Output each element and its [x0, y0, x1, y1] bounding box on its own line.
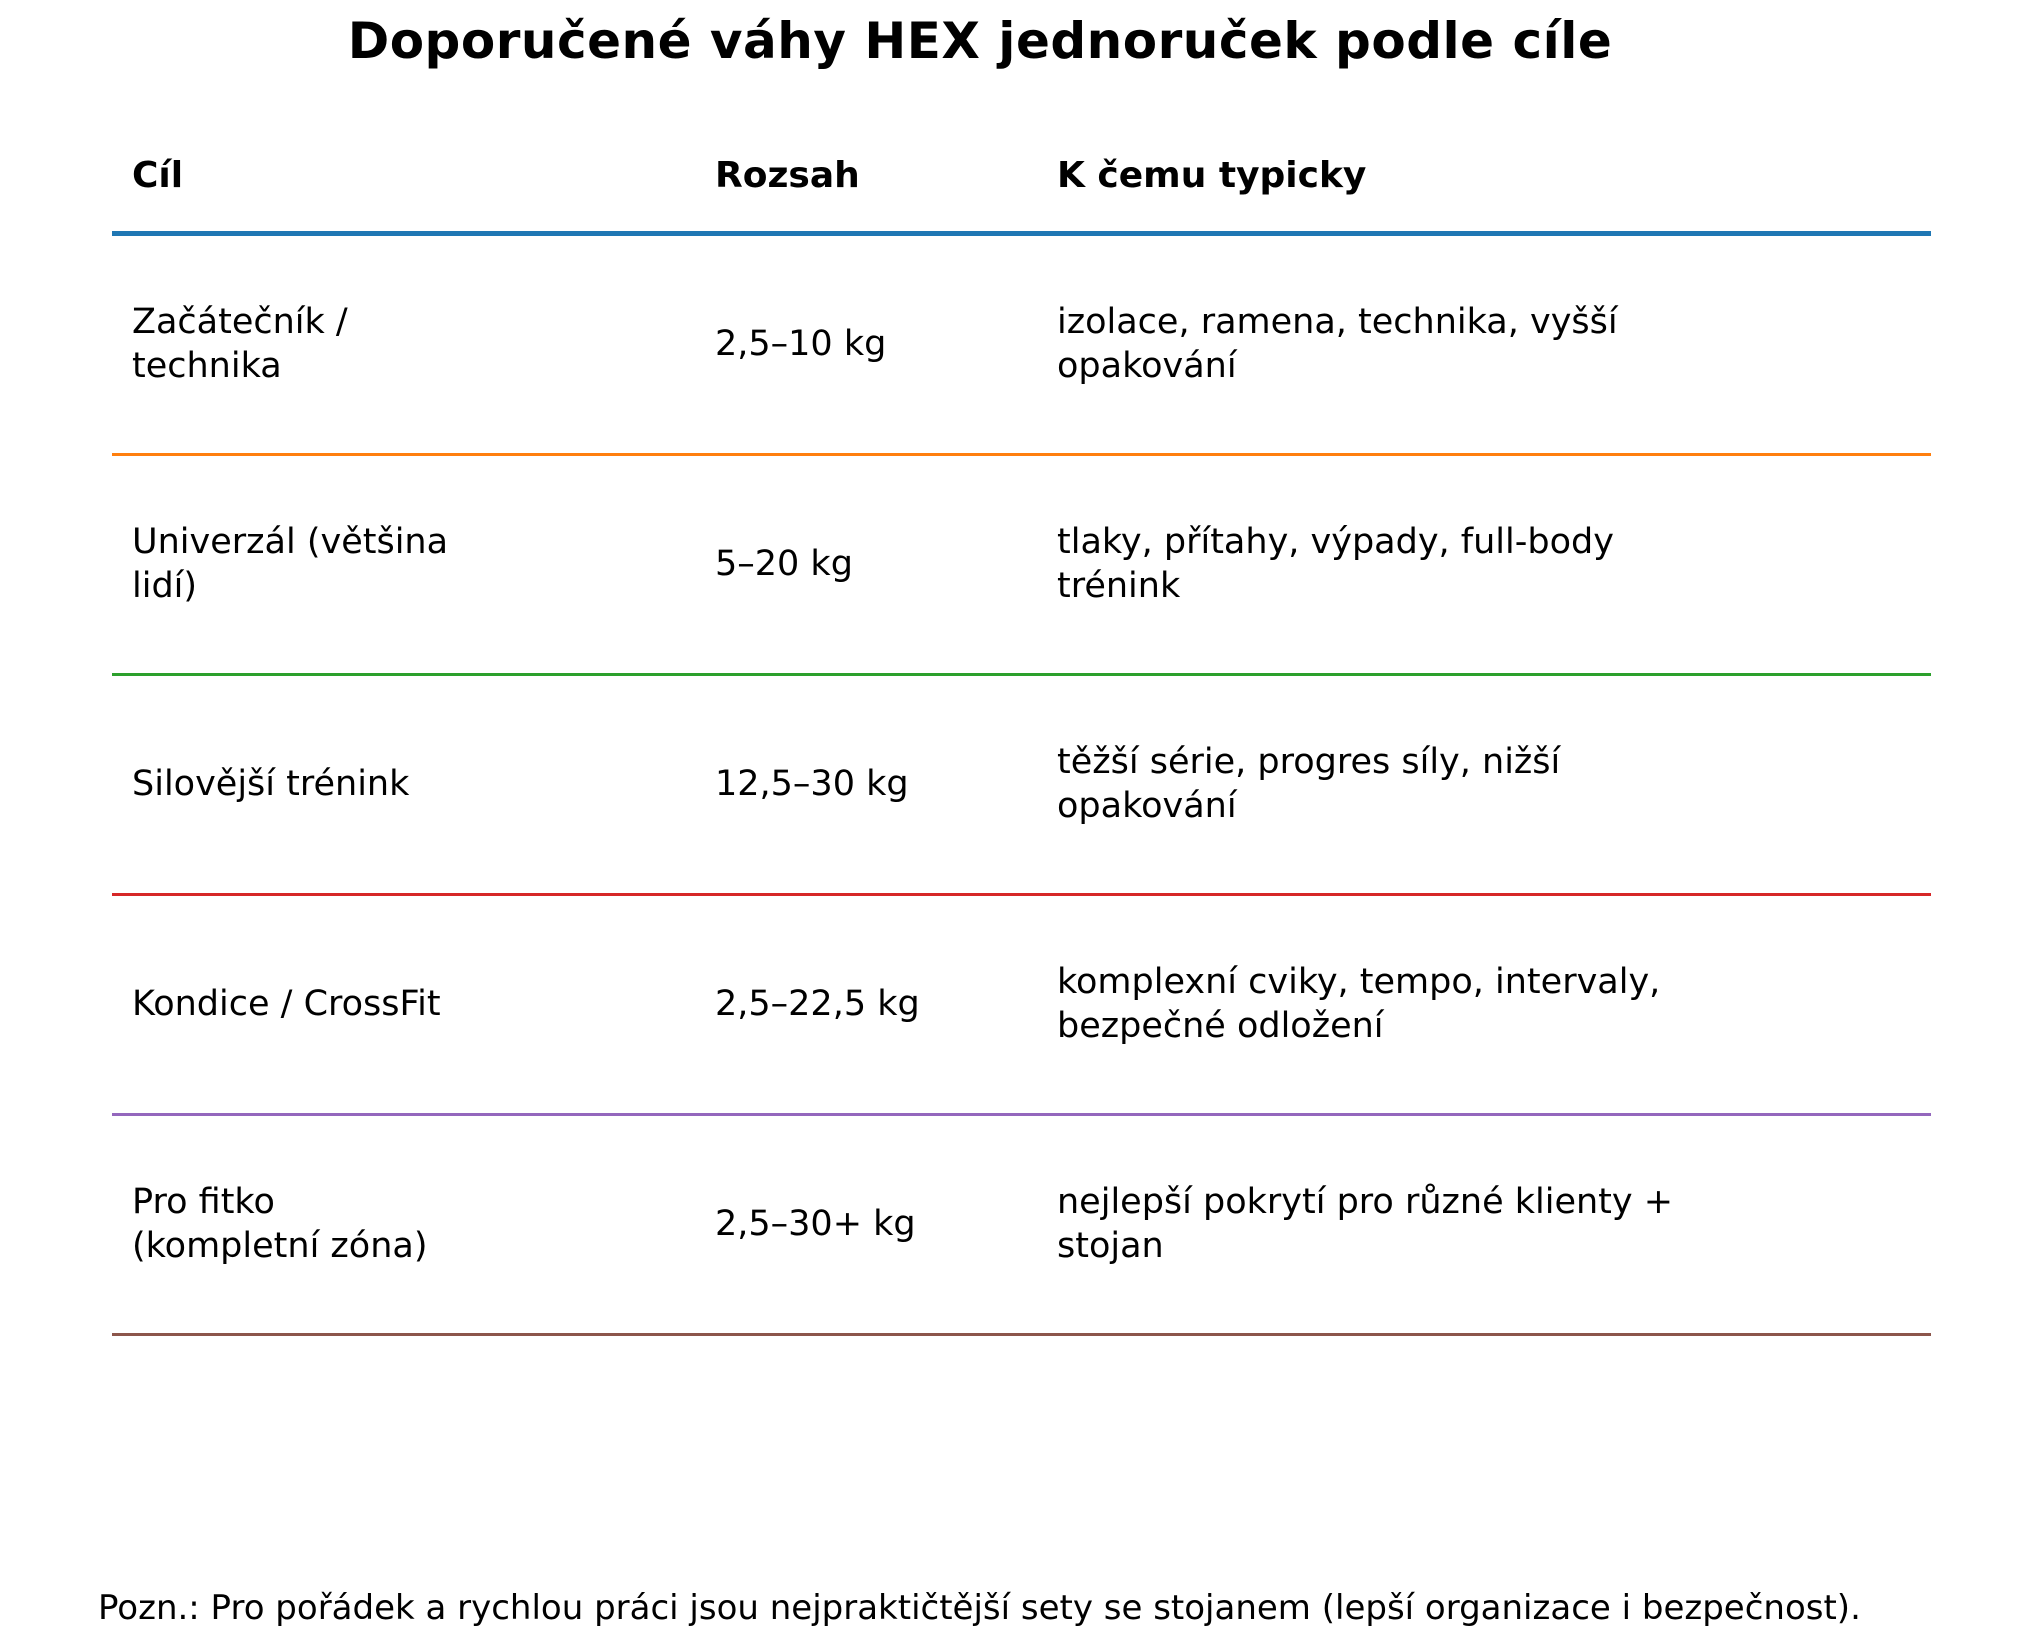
use-cell: komplexní cviky, tempo, intervaly, bezpe…	[1057, 961, 1661, 1046]
range-cell: 12,5–30 kg	[715, 763, 909, 804]
range-cell: 2,5–30+ kg	[715, 1203, 916, 1244]
column-header-use: K čemu typicky	[1057, 155, 1367, 196]
weights-table: Cíl Rozsah K čemu typicky Začátečník / t…	[112, 120, 1931, 1336]
use-cell: nejlepší pokrytí pro různé klienty + sto…	[1057, 1181, 1674, 1266]
use-cell: těžší série, progres síly, nižší opaková…	[1057, 741, 1561, 826]
table-row-conditioning: Kondice / CrossFit 2,5–22,5 kg komplexní…	[112, 896, 1931, 1116]
table-header-row: Cíl Rozsah K čemu typicky	[112, 120, 1931, 236]
range-cell: 5–20 kg	[715, 543, 853, 584]
table-row-universal: Univerzál (většina lidí) 5–20 kg tlaky, …	[112, 456, 1931, 676]
range-cell: 2,5–22,5 kg	[715, 983, 920, 1024]
column-header-goal: Cíl	[132, 155, 184, 196]
goal-cell: Univerzál (většina lidí)	[132, 521, 449, 606]
goal-cell: Začátečník / technika	[132, 301, 348, 386]
table-row-beginner: Začátečník / technika 2,5–10 kg izolace,…	[112, 236, 1931, 456]
goal-cell: Silovější trénink	[132, 763, 410, 804]
goal-cell: Kondice / CrossFit	[132, 983, 441, 1024]
goal-cell: Pro fitko (kompletní zóna)	[132, 1181, 428, 1266]
footnote: Pozn.: Pro pořádek a rychlou práci jsou …	[98, 1588, 1861, 1628]
column-header-range: Rozsah	[715, 155, 860, 196]
table-row-gym-zone: Pro fitko (kompletní zóna) 2,5–30+ kg ne…	[112, 1116, 1931, 1336]
table-row-strength: Silovější trénink 12,5–30 kg těžší série…	[112, 676, 1931, 896]
use-cell: izolace, ramena, technika, vyšší opaková…	[1057, 301, 1618, 386]
use-cell: tlaky, přítahy, výpady, full-body trénin…	[1057, 521, 1614, 606]
range-cell: 2,5–10 kg	[715, 323, 887, 364]
page-title: Doporučené váhy HEX jednoruček podle cíl…	[347, 12, 1613, 70]
